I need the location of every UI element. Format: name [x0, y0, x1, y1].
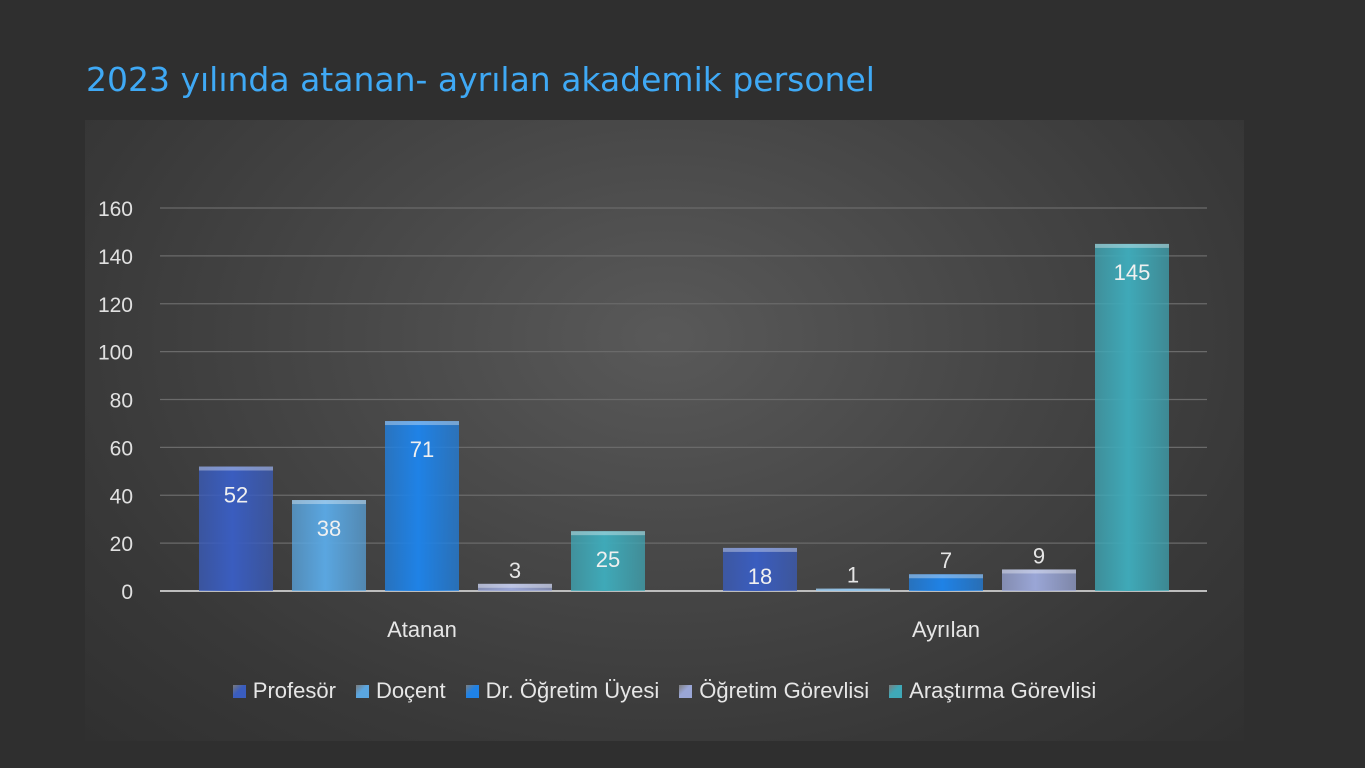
data-label: 25 — [596, 547, 620, 572]
bar — [1002, 569, 1076, 591]
x-tick-label: Ayrılan — [912, 617, 980, 642]
bar — [571, 531, 645, 591]
y-tick-label: 40 — [110, 485, 133, 508]
legend-label: Dr. Öğretim Üyesi — [485, 678, 660, 703]
data-label: 9 — [1033, 543, 1045, 568]
data-label: 38 — [317, 516, 341, 541]
y-tick-label: 80 — [110, 390, 133, 413]
legend-label: Doçent — [375, 678, 446, 703]
legend-item: Dr. Öğretim Üyesi — [465, 678, 660, 704]
data-label: 52 — [224, 483, 248, 508]
legend-swatch — [465, 684, 479, 698]
y-tick-label: 120 — [98, 294, 133, 317]
legend-label: Profesör — [252, 678, 336, 703]
y-tick-label: 20 — [110, 533, 133, 556]
data-label: 1 — [847, 563, 859, 588]
bar — [1095, 243, 1169, 591]
bar — [723, 547, 797, 591]
data-label: 71 — [410, 437, 434, 462]
legend-item: Profesör — [232, 678, 336, 704]
bar — [199, 466, 273, 591]
legend-item: Doçent — [355, 678, 446, 704]
data-label: 7 — [940, 548, 952, 573]
data-label: 18 — [748, 564, 772, 589]
y-tick-label: 60 — [110, 437, 133, 460]
page-title: 2023 yılında atanan- ayrılan akademik pe… — [86, 60, 875, 99]
data-label: 3 — [509, 558, 521, 583]
y-tick-label: 100 — [98, 342, 133, 365]
legend-swatch — [355, 684, 369, 698]
chart-panel: 0 20 40 60 80 100 120 140 160 52 38 71 3 25 Atanan 18 1 7… — [85, 120, 1244, 741]
legend-label: Öğretim Görevlisi — [699, 678, 870, 703]
y-tick-label: 140 — [98, 246, 133, 269]
legend-item: Öğretim Görevlisi — [679, 678, 869, 704]
bar — [292, 500, 366, 591]
bar-highlight — [385, 421, 459, 426]
x-tick-label: Atanan — [387, 617, 457, 642]
bar-highlight — [571, 531, 645, 536]
bar — [478, 583, 552, 591]
bar-highlight — [199, 466, 273, 471]
bar — [816, 588, 890, 591]
bar — [385, 421, 459, 591]
legend-swatch — [679, 684, 693, 698]
data-label: 145 — [1114, 260, 1151, 285]
chart-legend: Profesör Doçent Dr. Öğretim Üyesi Öğretim G… — [85, 678, 1244, 704]
bar-highlight — [816, 588, 890, 591]
bar — [909, 574, 983, 591]
legend-label: Araştırma Görevlisi — [909, 678, 1097, 703]
bar-highlight — [723, 547, 797, 552]
bar-highlight — [1002, 569, 1076, 574]
bar-highlight — [909, 574, 983, 579]
bar-highlight — [478, 583, 552, 588]
legend-item: Araştırma Görevlisi — [889, 678, 1096, 704]
bar-chart: 0 20 40 60 80 100 120 140 160 52 38 71 3 25 Atanan 18 1 7… — [98, 198, 1207, 642]
bar-highlight — [1095, 243, 1169, 248]
legend-swatch — [889, 684, 903, 698]
y-tick-label: 0 — [121, 581, 133, 604]
bar-highlight — [292, 500, 366, 505]
y-tick-label: 160 — [98, 198, 133, 221]
legend-swatch — [232, 684, 246, 698]
